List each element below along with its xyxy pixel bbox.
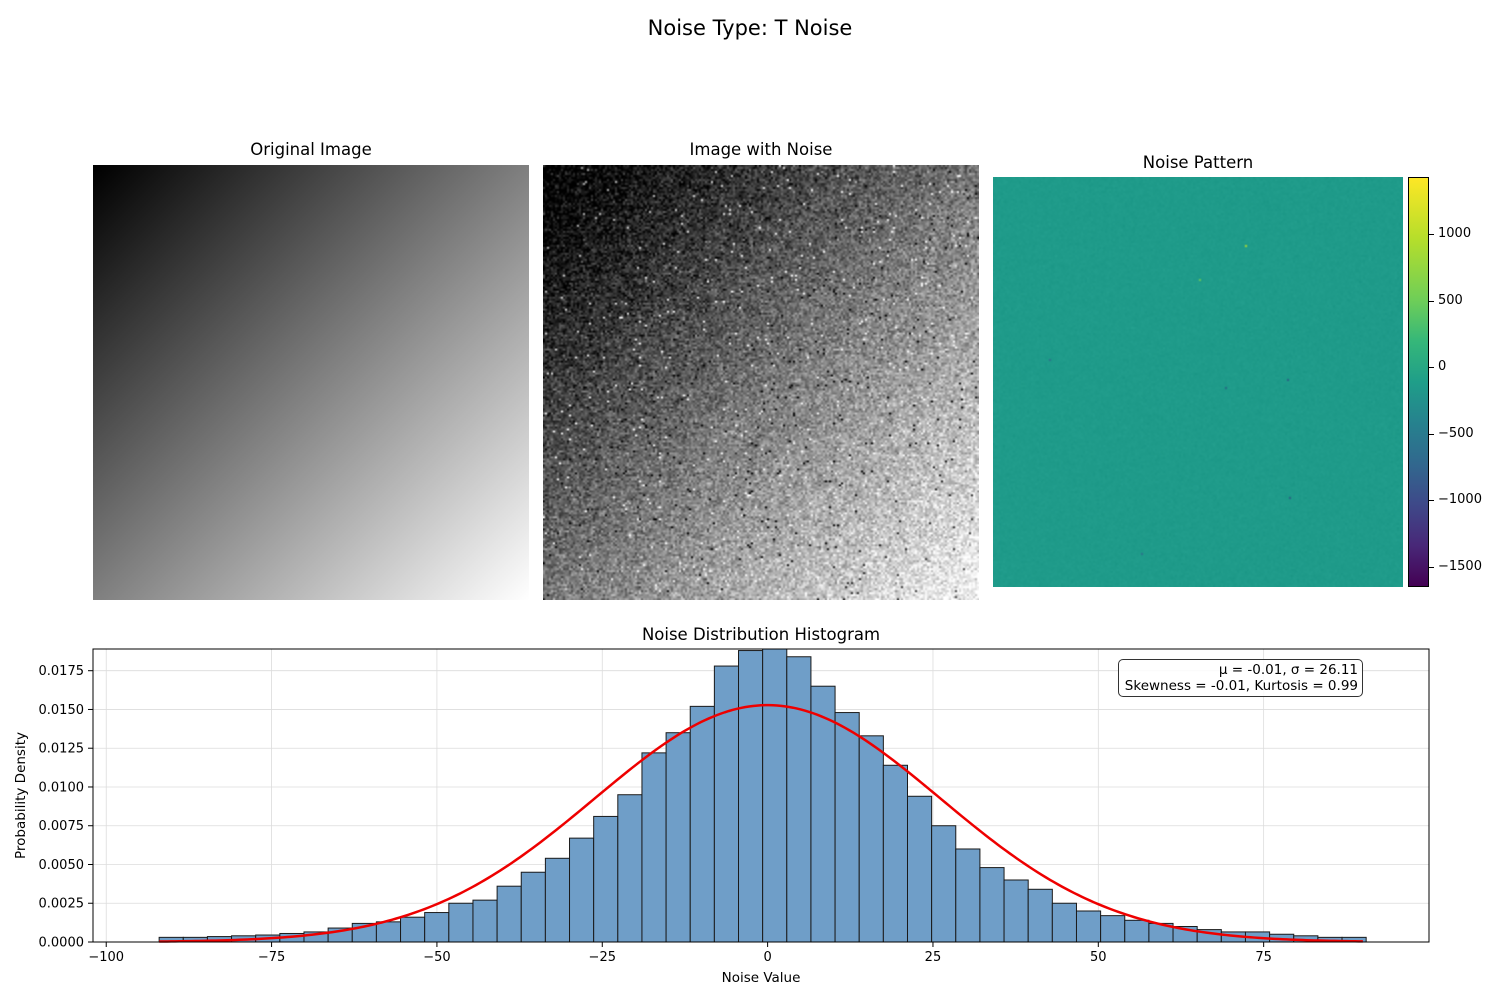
y-tick-label: 0.0175 [39, 664, 85, 679]
y-tick-label: 0.0100 [39, 780, 85, 795]
histogram-bar [931, 825, 957, 943]
stats-line-skew-kurtosis: Skewness = -0.01, Kurtosis = 0.99 [1124, 678, 1358, 694]
histogram-bar [906, 795, 933, 943]
histogram-bar [1051, 902, 1077, 943]
colorbar-tick-label: −1500 [1438, 559, 1482, 575]
histogram-bar [858, 735, 884, 943]
original-image [93, 165, 529, 600]
stats-box: μ = -0.01, σ = 26.11 Skewness = -0.01, K… [1118, 659, 1363, 697]
stats-line-mean-sigma: μ = -0.01, σ = 26.11 [1218, 662, 1358, 678]
y-tick-label: 0.0150 [39, 703, 85, 718]
y-tick-label: 0.0075 [39, 819, 85, 834]
x-tick-label: −25 [589, 950, 616, 965]
histogram-bar [955, 848, 981, 943]
colorbar-tick-label: −1000 [1438, 492, 1482, 508]
histogram-bar [544, 857, 571, 943]
histogram-bar [786, 656, 812, 943]
x-tick-label: 25 [925, 950, 942, 965]
noisy-image-title: Image with Noise [689, 140, 833, 159]
histogram-bar [882, 764, 908, 943]
histogram-bar [496, 885, 522, 943]
x-tick-label: 0 [763, 950, 771, 965]
histogram-bar [713, 665, 740, 943]
colorbar-tick [1429, 500, 1434, 502]
histogram-bar [1075, 910, 1102, 943]
histogram-bar [1003, 879, 1029, 943]
histogram-bar [762, 648, 788, 943]
histogram-bar [641, 752, 667, 943]
histogram-bar [1027, 888, 1053, 943]
colorbar-tick-label: 1000 [1438, 226, 1472, 242]
histogram-bar [400, 916, 426, 943]
x-tick-label: −50 [423, 950, 450, 965]
histogram-bar [689, 705, 715, 943]
histogram-bar [593, 815, 619, 943]
colorbar-tick-label: 0 [1438, 359, 1447, 375]
histogram-bar [424, 912, 450, 943]
histogram-bar [520, 871, 546, 943]
colorbar [1408, 177, 1429, 587]
noisy-image [543, 165, 979, 600]
noise-pattern-image [993, 177, 1403, 587]
colorbar-tick [1429, 433, 1434, 435]
colorbar-tick [1429, 300, 1434, 302]
x-tick-label: 75 [1255, 950, 1272, 965]
colorbar-tick [1429, 367, 1434, 369]
histogram-title: Noise Distribution Histogram [641, 625, 881, 644]
normal-fit-curve [159, 703, 1363, 943]
colorbar-tick-label: 500 [1438, 292, 1463, 308]
x-tick-label: −100 [88, 950, 124, 965]
colorbar-tick [1429, 567, 1434, 569]
noise-pattern-title: Noise Pattern [1142, 153, 1254, 172]
histogram-bar [834, 712, 860, 943]
histogram-bar [1100, 915, 1126, 943]
histogram-bar [375, 921, 402, 943]
plot-frame [92, 648, 1430, 943]
colorbar-tick-label: −500 [1438, 425, 1474, 441]
x-axis-label: Noise Value [722, 970, 801, 986]
original-image-title: Original Image [250, 140, 372, 159]
histogram-bar [617, 794, 643, 943]
y-tick-label: 0.0125 [39, 742, 85, 757]
histogram-bar [665, 732, 691, 943]
y-axis-label: Probability Density [13, 732, 29, 859]
figure-title: Noise Type: T Noise [647, 16, 853, 40]
y-tick-label: 0.0025 [39, 897, 85, 912]
colorbar-tick [1429, 234, 1434, 236]
histogram-bar [810, 685, 836, 943]
histogram-bar [569, 837, 595, 943]
histogram-bar [979, 867, 1005, 943]
histogram-bar [1124, 919, 1150, 943]
y-tick-label: 0.0050 [39, 858, 85, 873]
histogram-bar [738, 650, 764, 943]
x-tick-label: −75 [258, 950, 285, 965]
y-tick-label: 0.0000 [39, 936, 85, 951]
histogram-bar [472, 899, 498, 943]
histogram-bar [448, 902, 474, 943]
x-tick-label: 50 [1090, 950, 1107, 965]
